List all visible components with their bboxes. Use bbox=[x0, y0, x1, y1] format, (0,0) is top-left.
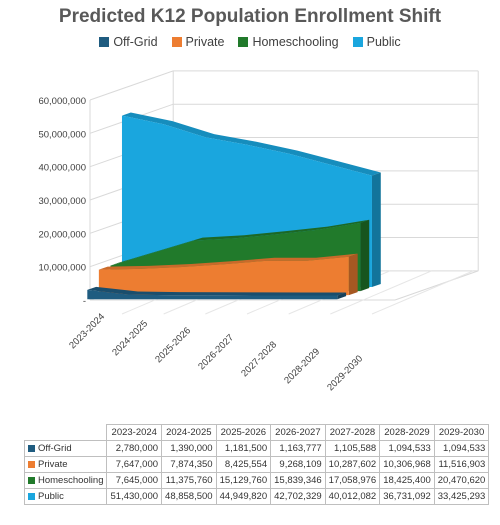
row-key-public bbox=[28, 492, 35, 500]
gridline bbox=[89, 70, 479, 101]
legend-label-off-grid: Off-Grid bbox=[113, 35, 158, 49]
data-table-cell: 51,430,000 bbox=[106, 488, 163, 505]
area-side-off-grid bbox=[337, 292, 347, 300]
x-tick-label: 2029-2030 bbox=[325, 353, 365, 393]
data-table-cell: 11,375,760 bbox=[161, 472, 217, 489]
y-tick-label: 10,000,000 bbox=[38, 263, 86, 274]
data-table-cell: 10,287,602 bbox=[324, 456, 381, 473]
data-table-row-private: Private 7,647,000 7,874,350 8,425,554 9,… bbox=[23, 456, 490, 473]
y-tick-label: 20,000,000 bbox=[38, 229, 86, 240]
data-table-row-label: Public bbox=[23, 488, 108, 505]
data-table: 2023-2024 2024-2025 2025-2026 2026-2027 … bbox=[23, 424, 490, 505]
data-table-cell: 7,645,000 bbox=[106, 472, 163, 489]
legend-label-homeschooling: Homeschooling bbox=[252, 35, 339, 49]
data-table-cell: 1,105,588 bbox=[324, 440, 381, 457]
data-table-cell: 11,516,903 bbox=[433, 456, 490, 473]
area-front-private bbox=[98, 256, 349, 296]
legend-item-private: Private bbox=[171, 35, 225, 49]
data-table-cell: 1,094,533 bbox=[379, 440, 435, 457]
y-tick-label: 60,000,000 bbox=[38, 96, 86, 107]
legend-item-public: Public bbox=[352, 35, 401, 49]
area-top-homeschooling bbox=[110, 219, 370, 266]
data-table-cell: 18,425,400 bbox=[379, 472, 435, 489]
data-table-row-label: Off-Grid bbox=[23, 440, 108, 457]
data-table-cell: 1,390,000 bbox=[161, 440, 217, 457]
data-table-cell: 44,949,820 bbox=[215, 488, 272, 505]
data-table-cell: 10,306,968 bbox=[379, 456, 435, 473]
legend-item-homeschooling: Homeschooling bbox=[238, 35, 339, 49]
row-label-public: Public bbox=[38, 491, 64, 502]
data-table-cell: 9,268,109 bbox=[270, 456, 326, 473]
area-top-public bbox=[121, 112, 381, 176]
data-table-cell: 8,425,554 bbox=[215, 456, 272, 473]
legend-swatch-private bbox=[171, 37, 182, 47]
chart-plot: - 10,000,000 20,000,000 30,000,000 40,000,00… bbox=[38, 70, 479, 393]
area-side-private bbox=[348, 253, 358, 296]
data-table-cell: 40,012,082 bbox=[324, 488, 381, 505]
data-table-cell: 42,702,329 bbox=[270, 488, 326, 505]
data-table-cell: 1,181,500 bbox=[215, 440, 272, 457]
data-table-row-label: Private bbox=[23, 456, 108, 473]
legend-label-public: Public bbox=[366, 35, 401, 49]
x-tick-label: 2023-2024 bbox=[67, 311, 107, 351]
data-table-row-label: Homeschooling bbox=[23, 472, 108, 489]
area-top-off-grid bbox=[87, 286, 347, 296]
row-key-off-grid bbox=[28, 444, 35, 452]
data-table-col-header: 2023-2024 bbox=[106, 424, 163, 441]
data-table-cell: 17,058,976 bbox=[324, 472, 381, 489]
data-table-col-header: 2029-2030 bbox=[433, 424, 490, 441]
data-table-col-header: 2024-2025 bbox=[161, 424, 217, 441]
floor-gridline bbox=[330, 270, 432, 315]
data-table-cell: 20,470,620 bbox=[433, 472, 490, 489]
data-table-col-header: 2028-2029 bbox=[379, 424, 435, 441]
legend-swatch-off-grid bbox=[99, 37, 110, 47]
data-table-cell: 36,731,092 bbox=[379, 488, 435, 505]
chart-legend: Off-Grid Private Homeschooling Public bbox=[0, 35, 500, 49]
row-key-private bbox=[28, 460, 35, 468]
data-table-col-header: 2025-2026 bbox=[215, 424, 272, 441]
row-label-homeschooling: Homeschooling bbox=[38, 475, 104, 486]
y-tick-label: 40,000,000 bbox=[38, 163, 86, 174]
y-tick-label: - bbox=[83, 296, 86, 307]
data-table-cell: 1,094,533 bbox=[433, 440, 490, 457]
data-table-row-homeschooling: Homeschooling 7,645,000 11,375,760 15,12… bbox=[23, 472, 490, 489]
floor-gridline bbox=[371, 270, 474, 315]
row-label-off-grid: Off-Grid bbox=[38, 443, 72, 454]
data-table-cell: 48,858,500 bbox=[161, 488, 217, 505]
axis-wall-edge bbox=[394, 270, 479, 301]
data-table-col-header: 2027-2028 bbox=[324, 424, 381, 441]
data-table-cell: 15,839,346 bbox=[270, 472, 326, 489]
area-front-off-grid bbox=[87, 289, 338, 300]
legend-swatch-public bbox=[352, 37, 363, 47]
data-table-col-header: 2026-2027 bbox=[270, 424, 326, 441]
data-table-header-row: 2023-2024 2024-2025 2025-2026 2026-2027 … bbox=[25, 424, 490, 441]
legend-item-off-grid: Off-Grid bbox=[99, 35, 158, 49]
x-tick-label: 2026-2027 bbox=[196, 332, 236, 372]
x-tick-label: 2027-2028 bbox=[239, 339, 279, 379]
data-table-row-public: Public 51,430,000 48,858,500 44,949,820 … bbox=[23, 488, 490, 505]
data-table-corner bbox=[25, 425, 107, 441]
row-key-homeschooling bbox=[28, 476, 35, 484]
area-side-homeschooling bbox=[360, 219, 370, 292]
data-table-row-off-grid: Off-Grid 2,780,000 1,390,000 1,181,500 1… bbox=[23, 440, 490, 457]
y-tick-label: 30,000,000 bbox=[38, 196, 86, 207]
data-table-cell: 7,874,350 bbox=[161, 456, 217, 473]
x-tick-label: 2028-2029 bbox=[282, 346, 322, 386]
data-table-cell: 1,163,777 bbox=[270, 440, 326, 457]
x-tick-label: 2025-2026 bbox=[153, 325, 193, 365]
data-table-cell: 7,647,000 bbox=[106, 456, 163, 473]
data-table-cell: 33,425,293 bbox=[433, 488, 490, 505]
data-table-cell: 15,129,760 bbox=[215, 472, 272, 489]
chart-title: Predicted K12 Population Enrollment Shif… bbox=[58, 6, 442, 27]
y-tick-label: 50,000,000 bbox=[38, 129, 86, 140]
row-label-private: Private bbox=[38, 459, 68, 470]
legend-label-private: Private bbox=[185, 35, 225, 49]
x-tick-label: 2024-2025 bbox=[110, 318, 150, 358]
area-side-public bbox=[371, 172, 381, 288]
area-top-private bbox=[98, 253, 358, 270]
data-table-cell: 2,780,000 bbox=[106, 440, 163, 457]
legend-swatch-homeschooling bbox=[238, 37, 249, 47]
